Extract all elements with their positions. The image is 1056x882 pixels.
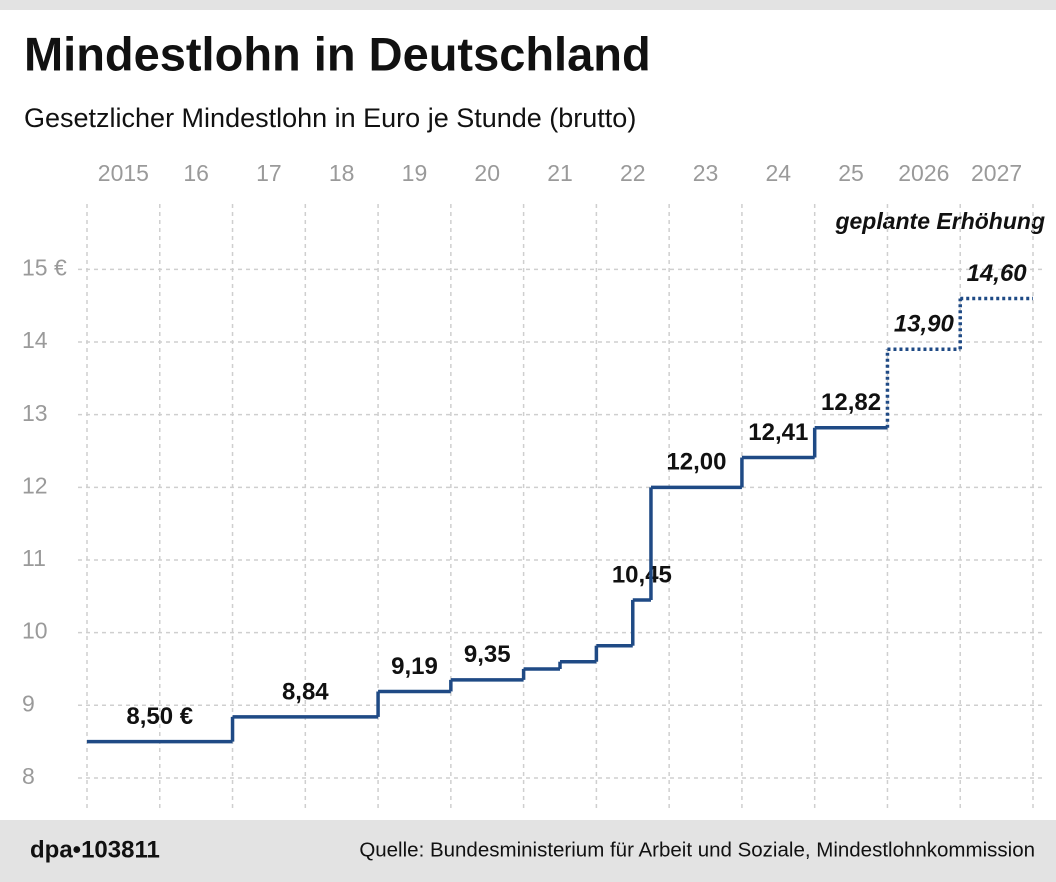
value-label: 8,84 (282, 678, 329, 705)
x-tick-label: 2026 (898, 160, 949, 186)
y-tick-label: 11 (22, 545, 46, 571)
y-tick-label: 15 € (22, 254, 67, 280)
y-tick-label: 14 (22, 327, 48, 353)
x-tick-label: 19 (402, 160, 428, 186)
source: Quelle: Bundesministerium für Arbeit und… (359, 838, 1035, 861)
x-tick-label: 23 (693, 160, 719, 186)
annotation: geplante Erhöhung (834, 208, 1045, 234)
x-tick-label: 2027 (971, 160, 1022, 186)
footer-band (0, 820, 1056, 882)
value-label: 14,60 (967, 260, 1028, 287)
chart-subtitle: Gesetzlicher Mindestlohn in Euro je Stun… (24, 103, 636, 133)
value-label: 9,35 (464, 641, 511, 668)
y-tick-label: 10 (22, 618, 48, 644)
value-label: 10,45 (612, 561, 672, 588)
y-tick-label: 9 (22, 690, 35, 716)
x-tick-label: 16 (183, 160, 209, 186)
x-tick-label: 18 (329, 160, 355, 186)
credit: dpa•103811 (30, 836, 160, 863)
value-label: 8,50 € (126, 703, 193, 730)
value-label: 12,00 (666, 449, 726, 476)
x-tick-label: 20 (474, 160, 500, 186)
y-tick-label: 12 (22, 472, 48, 498)
x-tick-label: 17 (256, 160, 282, 186)
value-label: 12,82 (821, 389, 881, 416)
x-tick-label: 22 (620, 160, 646, 186)
x-tick-label: 21 (547, 160, 573, 186)
chart-title: Mindestlohn in Deutschland (24, 27, 651, 80)
top-strip (0, 0, 1056, 10)
y-tick-label: 13 (22, 400, 48, 426)
value-label: 9,19 (391, 653, 438, 680)
x-tick-label: 24 (766, 160, 792, 186)
value-label: 13,90 (894, 311, 955, 338)
x-tick-label: 25 (838, 160, 864, 186)
y-tick-label: 8 (22, 763, 35, 789)
x-tick-label: 2015 (98, 160, 149, 186)
value-label: 12,41 (748, 419, 808, 446)
